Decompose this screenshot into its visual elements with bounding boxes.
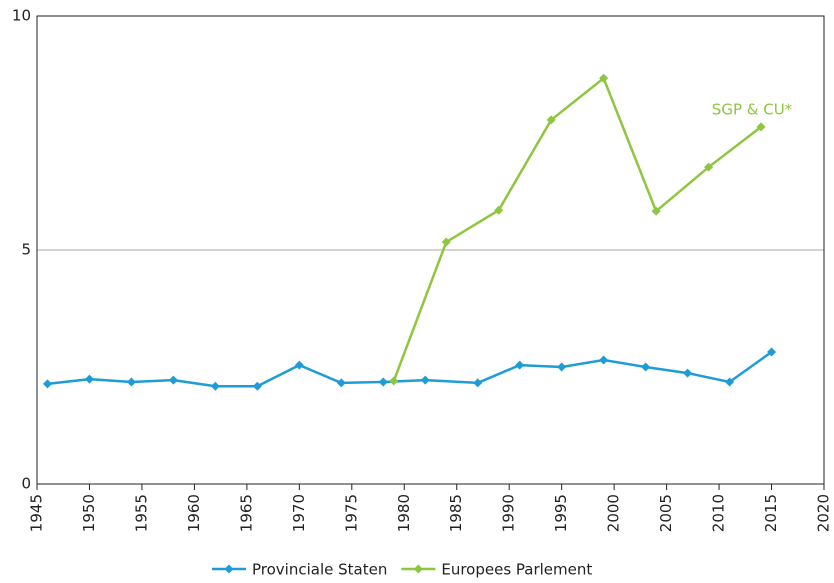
x-tick-label: 1960 bbox=[185, 494, 203, 532]
point bbox=[494, 205, 504, 215]
point bbox=[389, 376, 399, 386]
point bbox=[378, 377, 388, 387]
x-tick-label: 2015 bbox=[762, 494, 780, 532]
x-tick-label: 1945 bbox=[28, 494, 46, 532]
legend-label: Europees Parlement bbox=[441, 561, 592, 579]
series-line bbox=[392, 76, 762, 382]
point bbox=[767, 347, 777, 357]
x-tick-label: 2000 bbox=[605, 494, 623, 532]
point bbox=[704, 162, 714, 172]
x-tick-label: 1965 bbox=[237, 494, 255, 532]
legend: Provinciale Staten Europees Parlement bbox=[212, 561, 592, 579]
point bbox=[557, 362, 567, 372]
point bbox=[515, 360, 525, 370]
x-tick-label: 1955 bbox=[132, 494, 150, 532]
point bbox=[651, 206, 661, 216]
point bbox=[473, 378, 483, 388]
x-tick-label: 2020 bbox=[815, 494, 833, 532]
x-tick-label: 2005 bbox=[657, 494, 675, 532]
point bbox=[641, 362, 651, 372]
legend-marker bbox=[413, 564, 423, 574]
plot-frame bbox=[36, 15, 825, 485]
point bbox=[725, 377, 735, 387]
x-tick-label: 1970 bbox=[290, 494, 308, 532]
point bbox=[294, 360, 304, 370]
x-tick-label: 2010 bbox=[710, 494, 728, 532]
point bbox=[126, 377, 136, 387]
point bbox=[42, 379, 52, 389]
y-tick-label: 5 bbox=[21, 241, 31, 259]
annotation: SGP & CU* bbox=[712, 101, 793, 119]
point bbox=[756, 122, 766, 132]
x-tick-label: 1985 bbox=[447, 494, 465, 532]
x-tick-label: 1950 bbox=[80, 494, 98, 532]
point bbox=[599, 355, 609, 365]
point bbox=[420, 375, 430, 385]
series-line bbox=[47, 351, 773, 388]
point bbox=[84, 374, 94, 384]
y-tick-label: 10 bbox=[12, 7, 31, 25]
x-tick-label: 1980 bbox=[395, 494, 413, 532]
point bbox=[210, 381, 220, 391]
point bbox=[683, 368, 693, 378]
legend-marker bbox=[224, 564, 234, 574]
point bbox=[336, 378, 346, 388]
x-tick-label: 1990 bbox=[500, 494, 518, 532]
y-tick-label: 0 bbox=[21, 475, 31, 493]
point bbox=[546, 115, 556, 125]
point bbox=[252, 381, 262, 391]
point bbox=[441, 237, 451, 247]
point bbox=[599, 73, 609, 83]
point bbox=[168, 375, 178, 385]
x-tick-label: 1975 bbox=[342, 494, 360, 532]
legend-label: Provinciale Staten bbox=[252, 561, 387, 579]
x-tick-label: 1995 bbox=[552, 494, 570, 532]
